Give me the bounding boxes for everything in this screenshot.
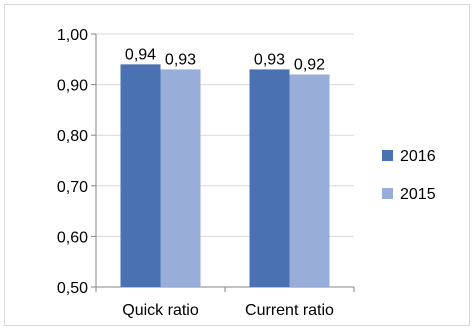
x-category-label: Current ratio xyxy=(245,302,334,319)
bar-2015-1 xyxy=(289,74,330,287)
x-category-label: Quick ratio xyxy=(122,302,199,319)
legend-label: 2015 xyxy=(400,186,436,203)
chart-frame xyxy=(4,4,470,326)
bar-2015-0 xyxy=(160,69,201,287)
y-tick-label: 0,60 xyxy=(57,229,88,246)
legend-swatch-2015 xyxy=(382,188,393,199)
y-tick-label: 0,50 xyxy=(57,280,88,297)
bar-2016-0 xyxy=(120,64,161,287)
data-label: 0,92 xyxy=(294,56,325,73)
data-label: 0,93 xyxy=(254,51,285,68)
y-tick-label: 0,70 xyxy=(57,179,88,196)
bar-2016-1 xyxy=(249,69,290,287)
data-label: 0,94 xyxy=(125,46,156,63)
y-tick-label: 0,90 xyxy=(57,78,88,95)
y-tick-label: 1,00 xyxy=(57,27,88,44)
legend-label: 2016 xyxy=(400,148,436,165)
y-tick-label: 0,80 xyxy=(57,128,88,145)
legend-swatch-2016 xyxy=(382,150,393,161)
data-label: 0,93 xyxy=(165,51,196,68)
